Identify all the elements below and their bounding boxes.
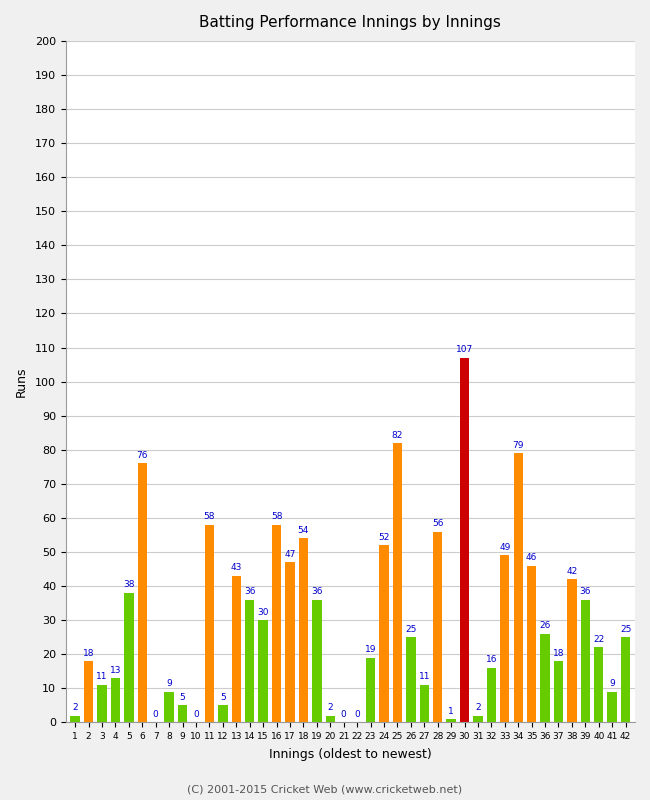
Text: 18: 18: [83, 649, 94, 658]
Bar: [98, 685, 107, 722]
Bar: [138, 463, 147, 722]
Text: 49: 49: [499, 543, 510, 552]
Title: Batting Performance Innings by Innings: Batting Performance Innings by Innings: [200, 15, 501, 30]
Text: 56: 56: [432, 519, 443, 528]
Bar: [379, 545, 389, 722]
Bar: [554, 661, 563, 722]
Text: 19: 19: [365, 645, 376, 654]
Bar: [460, 358, 469, 722]
Text: 2: 2: [72, 703, 78, 712]
Text: 2: 2: [475, 703, 481, 712]
Text: 52: 52: [378, 533, 389, 542]
X-axis label: Innings (oldest to newest): Innings (oldest to newest): [269, 748, 432, 761]
Bar: [487, 668, 496, 722]
Bar: [473, 715, 483, 722]
Text: 9: 9: [166, 679, 172, 688]
Bar: [84, 661, 94, 722]
Bar: [406, 637, 415, 722]
Text: 18: 18: [552, 649, 564, 658]
Text: 38: 38: [123, 581, 135, 590]
Bar: [594, 647, 603, 722]
Bar: [580, 600, 590, 722]
Bar: [285, 562, 294, 722]
Bar: [567, 579, 577, 722]
Text: 16: 16: [486, 655, 497, 665]
Text: 25: 25: [405, 625, 417, 634]
Text: 36: 36: [311, 587, 322, 596]
Text: 22: 22: [593, 635, 604, 644]
Text: 46: 46: [526, 553, 538, 562]
Bar: [312, 600, 322, 722]
Text: 30: 30: [257, 608, 269, 617]
Text: 82: 82: [392, 430, 403, 439]
Bar: [540, 634, 550, 722]
Text: 13: 13: [110, 666, 121, 674]
Text: 79: 79: [512, 441, 524, 450]
Bar: [245, 600, 254, 722]
Bar: [447, 719, 456, 722]
Bar: [514, 453, 523, 722]
Text: 76: 76: [136, 451, 148, 460]
Bar: [272, 525, 281, 722]
Bar: [111, 678, 120, 722]
Bar: [205, 525, 214, 722]
Text: (C) 2001-2015 Cricket Web (www.cricketweb.net): (C) 2001-2015 Cricket Web (www.cricketwe…: [187, 784, 463, 794]
Text: 1: 1: [448, 706, 454, 715]
Text: 5: 5: [179, 693, 185, 702]
Bar: [621, 637, 630, 722]
Bar: [70, 715, 80, 722]
Bar: [231, 576, 241, 722]
Bar: [500, 555, 510, 722]
Text: 58: 58: [203, 512, 215, 522]
Bar: [299, 538, 308, 722]
Text: 47: 47: [284, 550, 296, 558]
Text: 36: 36: [580, 587, 591, 596]
Bar: [326, 715, 335, 722]
Text: 43: 43: [231, 563, 242, 573]
Bar: [393, 443, 402, 722]
Bar: [527, 566, 536, 722]
Text: 0: 0: [354, 710, 360, 719]
Text: 11: 11: [96, 673, 108, 682]
Text: 26: 26: [540, 622, 551, 630]
Text: 58: 58: [271, 512, 282, 522]
Text: 11: 11: [419, 673, 430, 682]
Text: 42: 42: [566, 567, 578, 576]
Text: 2: 2: [328, 703, 333, 712]
Text: 5: 5: [220, 693, 226, 702]
Text: 9: 9: [609, 679, 615, 688]
Y-axis label: Runs: Runs: [15, 366, 28, 397]
Bar: [608, 692, 617, 722]
Bar: [433, 531, 443, 722]
Text: 36: 36: [244, 587, 255, 596]
Bar: [164, 692, 174, 722]
Text: 0: 0: [153, 710, 159, 719]
Text: 107: 107: [456, 346, 473, 354]
Text: 54: 54: [298, 526, 309, 535]
Text: 0: 0: [193, 710, 199, 719]
Bar: [124, 593, 134, 722]
Bar: [419, 685, 429, 722]
Text: 25: 25: [620, 625, 631, 634]
Bar: [218, 706, 227, 722]
Bar: [366, 658, 375, 722]
Text: 0: 0: [341, 710, 346, 719]
Bar: [259, 620, 268, 722]
Bar: [178, 706, 187, 722]
